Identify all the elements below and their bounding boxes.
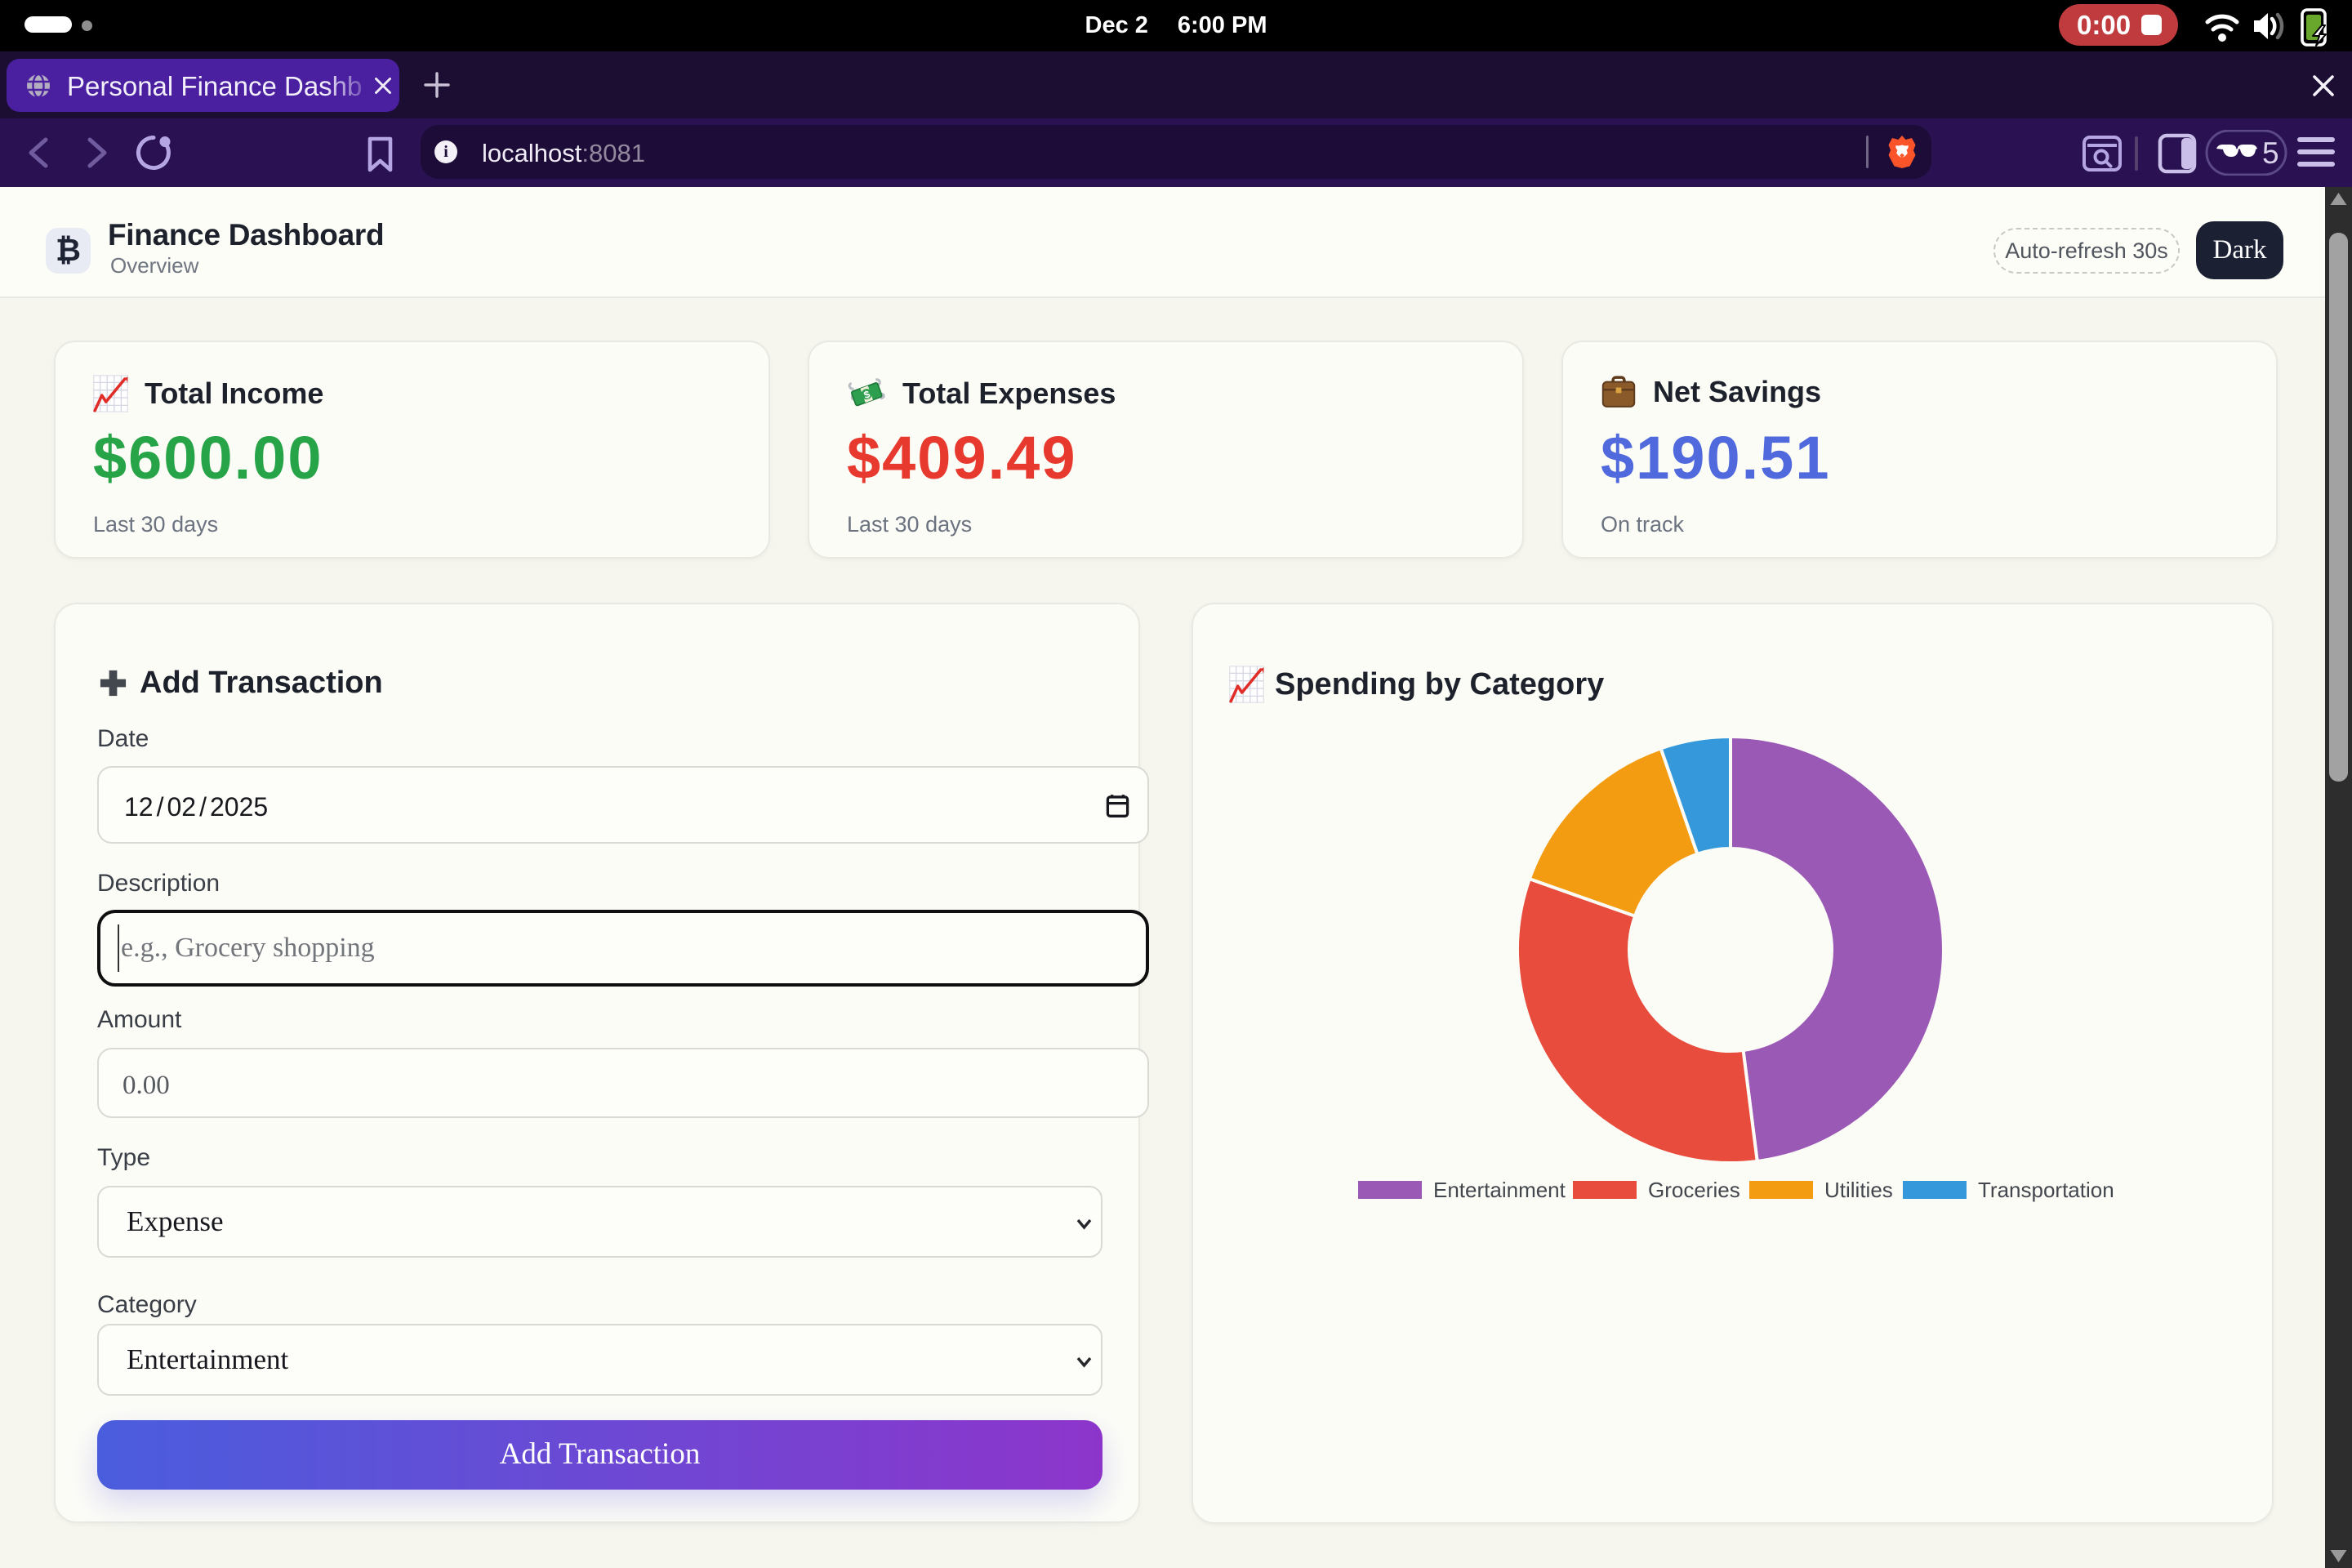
svg-text:5: 5 [2262, 136, 2279, 170]
svg-text:$: $ [862, 389, 871, 402]
